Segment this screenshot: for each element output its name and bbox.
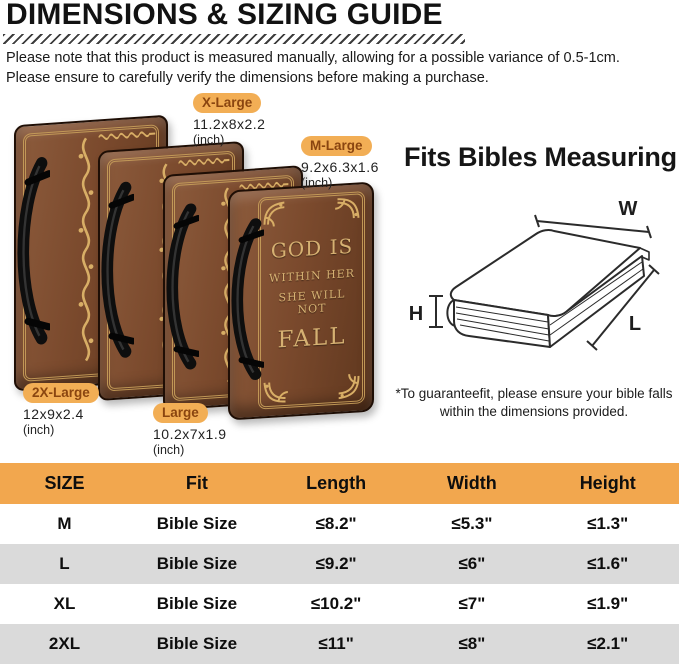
gold-vine-ornament <box>78 137 94 362</box>
verse-line: GOD IS <box>270 233 354 263</box>
cell-length: ≤10.2" <box>310 594 362 613</box>
cover-handle <box>166 203 199 370</box>
cell-width: ≤5.3" <box>451 514 493 533</box>
cell-height: ≤1.9" <box>587 594 629 613</box>
size-unit: (inch) <box>301 176 333 190</box>
size-dimensions: 10.2x7x1.9 <box>153 426 227 442</box>
decorative-hatch-line <box>3 34 465 44</box>
cell-fit: Bible Size <box>129 624 265 664</box>
cell-length: ≤9.2" <box>264 544 408 584</box>
size-badge: Large <box>153 403 208 423</box>
cell-width: ≤8" <box>407 624 537 664</box>
cover-handle <box>231 218 264 381</box>
fit-section-heading: Fits Bibles Measuring <box>404 142 677 172</box>
bible-cover-m-large: GOD IS WITHIN HER SHE WILL NOT FALL <box>228 181 374 421</box>
corner-flourish-icon <box>335 198 360 219</box>
width-label: W <box>619 198 638 220</box>
header-width: Width <box>407 463 537 504</box>
cell-fit: Bible Size <box>129 544 265 584</box>
size-chart-table: SIZE Fit Length Width Height M Bible Siz… <box>0 463 679 664</box>
size-label-2x-large: 2X-Large 12x9x2.4 (inch) <box>23 383 99 437</box>
header-length: Length <box>264 463 408 504</box>
corner-flourish-icon <box>263 382 288 403</box>
cell-height: ≤1.6" <box>536 544 679 584</box>
cell-size: L <box>0 544 129 584</box>
size-unit: (inch) <box>23 423 55 437</box>
verse-line: SHE WILL NOT <box>278 286 346 316</box>
cell-width: ≤7" <box>458 594 486 613</box>
size-badge: X-Large <box>193 93 262 113</box>
size-label-x-large: X-Large 11.2x8x2.2 (inch) <box>193 93 265 147</box>
measurement-note-line-1: Please note that this product is measure… <box>6 50 620 66</box>
cover-verse-text: GOD IS WITHIN HER SHE WILL NOT FALL <box>262 184 362 402</box>
cell-size: M <box>57 514 72 533</box>
bible-diagram: W H L <box>409 198 660 351</box>
cell-length: ≤11" <box>264 624 408 664</box>
table-header-row: SIZE Fit Length Width Height <box>0 463 679 504</box>
bible-cover-2x-large <box>14 114 168 392</box>
fit-footnote-line-2: within the dimensions provided. <box>439 404 629 419</box>
fit-footnote-line-1: *To guaranteefit, please ensure your bib… <box>395 386 673 401</box>
cell-height: ≤1.3" <box>587 514 629 533</box>
measurement-note-line-2: Please ensure to carefully verify the di… <box>6 70 489 86</box>
table-row-2xl: 2XL Bible Size ≤11" ≤8" ≤2.1" <box>0 624 679 664</box>
page-title: DIMENSIONS & SIZING GUIDE <box>6 0 443 31</box>
verse-line: WITHIN HER <box>269 266 355 285</box>
table-row-m: M Bible Size ≤8.2" ≤5.3" ≤1.3" <box>0 504 679 544</box>
size-badge: M-Large <box>301 136 372 156</box>
header-height: Height <box>536 463 679 504</box>
corner-flourish-icon <box>263 201 285 227</box>
size-label-large: Large 10.2x7x1.9 (inch) <box>153 403 227 457</box>
gold-vine-ornament <box>178 157 230 167</box>
header-fit: Fit <box>129 463 265 504</box>
size-dimensions: 11.2x8x2.2 <box>193 116 266 132</box>
table-row-xl: XL Bible Size ≤10.2" ≤7" ≤1.9" <box>0 584 679 624</box>
measurement-note: Please note that this product is measure… <box>6 48 620 88</box>
cell-width: ≤6" <box>407 544 537 584</box>
size-unit: (inch) <box>193 133 225 147</box>
size-label-m-large: M-Large 9.2x6.3x1.6 (inch) <box>301 136 379 190</box>
fit-footnote: *To guaranteefit, please ensure your bib… <box>392 385 676 421</box>
cell-height: ≤2.1" <box>536 624 679 664</box>
header-size: SIZE <box>0 463 129 504</box>
cell-size: XL <box>53 594 76 613</box>
cell-fit: Bible Size <box>156 514 238 533</box>
size-dimensions: 9.2x6.3x1.6 <box>301 159 379 175</box>
gold-vine-ornament <box>98 131 156 140</box>
size-unit: (inch) <box>153 443 185 457</box>
cover-handle <box>17 157 50 345</box>
height-label: H <box>409 303 423 325</box>
gold-vine-ornament <box>239 181 289 191</box>
cell-length: ≤8.2" <box>315 514 357 533</box>
size-badge: 2X-Large <box>23 383 99 403</box>
size-dimensions: 12x9x2.4 <box>23 406 84 422</box>
cell-fit: Bible Size <box>156 594 238 613</box>
length-label: L <box>629 313 641 335</box>
cover-handle <box>101 181 134 358</box>
cell-size: 2XL <box>0 624 129 664</box>
verse-line: FALL <box>277 322 347 353</box>
corner-flourish-icon <box>338 374 360 400</box>
table-row-l: L Bible Size ≤9.2" ≤6" ≤1.6" <box>0 544 679 584</box>
